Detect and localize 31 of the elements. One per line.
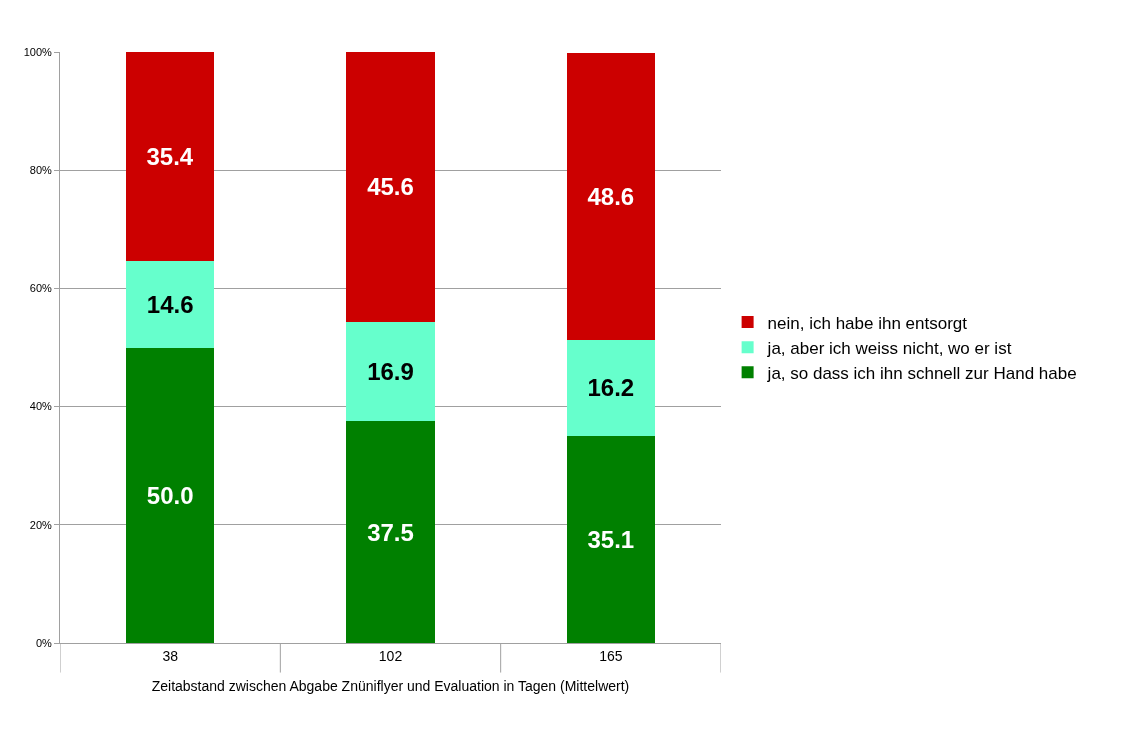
data-label: 16.9 [367,357,414,385]
y-tick-label: 80% [29,164,52,177]
legend-label: ja, so dass ich ihn schnell zur Hand habe [766,363,1077,383]
x-tick-label: 165 [599,647,623,664]
data-label: 48.6 [587,182,635,210]
data-label: 14.6 [146,290,194,318]
data-label: 35.4 [146,143,194,171]
y-tick-label: 100% [23,45,53,58]
y-tick-label: 20% [29,518,52,531]
legend-label: ja, aber ich weiss nicht, wo er ist [766,338,1012,358]
bar [126,52,215,262]
data-label: 35.1 [587,525,635,553]
data-label: 16.2 [587,374,635,402]
data-label: 50.0 [146,481,194,509]
y-tick-label: 60% [29,282,52,295]
legend-label: nein, ich habe ihn entsorgt [767,313,968,333]
data-label: 45.6 [367,173,414,201]
bar [126,261,215,348]
x-tick-label: 38 [162,647,179,664]
bar [346,321,435,422]
y-tick-label: 0% [35,636,53,649]
bar [566,339,655,436]
x-axis-title: Zeitabstand zwischen Abgabe Znüniflyer und Evaluation in Tagen (Mittelwert) [151,678,630,695]
bar [566,435,655,643]
bar [126,347,215,643]
bar [346,52,435,322]
data-label: 37.5 [367,518,414,546]
y-tick-label: 40% [29,400,52,413]
x-tick-label: 102 [378,647,403,664]
bar [566,52,655,340]
bar [346,421,435,643]
